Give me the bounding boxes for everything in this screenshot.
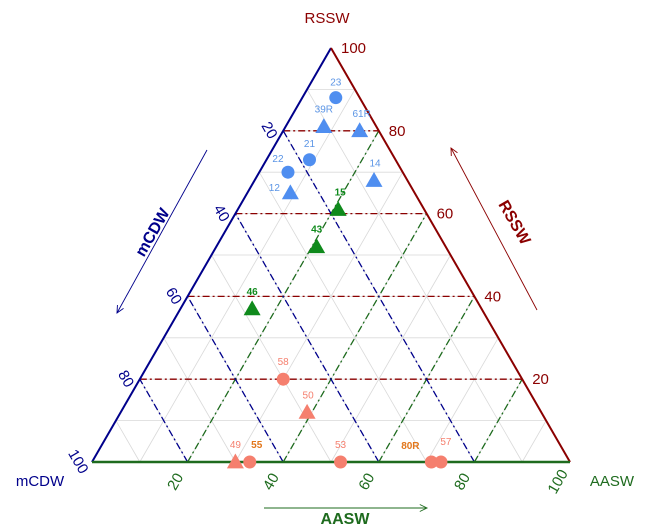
data-label-61R: 61R [353,109,371,120]
data-label-22: 22 [272,154,284,165]
data-label-23: 23 [330,78,342,89]
data-point-50 [298,403,316,419]
grid-line-mcdw [306,89,523,463]
data-points: 23 39R 61R 21 22 14 12 15 43 46 58 50 49 55 53 80R 57 [226,78,452,469]
right-edge [330,47,571,463]
data-point-12 [281,184,299,200]
tick-label-mcdw: 60 [162,285,185,308]
data-label-57: 57 [440,437,452,448]
grid-line-mcdw [258,172,427,463]
triangle-frame [91,47,571,464]
data-label-53: 53 [335,440,347,451]
grid-line-aasw [426,337,499,463]
corner-label-mcdw: mCDW [16,473,65,490]
ref-line-mcdw [282,130,475,463]
axis-titles: RSSW mCDW AASW RSSW mCDW AASW [16,10,635,528]
tick-label-aasw: 20 [164,470,187,493]
grid-line-aasw [330,254,451,463]
axis-title-aasw: AASW [321,511,371,528]
data-point-80R [424,455,438,469]
data-point-49 [226,453,244,469]
ref-line-mcdw [187,296,284,463]
grid-line-aasw [235,172,404,463]
corner-label-rssw: RSSW [305,10,351,27]
data-label-55: 55 [251,440,263,451]
ref-line-aasw [282,213,428,463]
data-point-22 [281,165,295,179]
grid-line-aasw [521,420,547,463]
data-label-15: 15 [335,187,347,198]
data-point-14 [365,171,383,187]
tick-label-rssw: 20 [532,371,549,388]
data-point-55 [243,455,257,469]
data-label-21: 21 [304,139,316,150]
tick-label-mcdw: 80 [114,367,137,390]
arrow-mcdw [116,149,208,314]
data-label-43: 43 [311,225,323,236]
data-point-58 [276,372,290,386]
grid-line-mcdw [163,337,236,463]
data-point-43 [308,238,326,254]
tick-label-aasw: 60 [355,470,378,493]
data-label-39R: 39R [315,105,333,116]
ref-line-mcdw [139,378,189,463]
data-label-50: 50 [303,390,315,401]
left-edge [91,47,332,463]
tick-label-aasw: 40 [260,470,283,493]
data-label-58: 58 [278,357,290,368]
data-label-14: 14 [369,158,381,169]
tick-label-mcdw: 100 [64,447,91,477]
tick-label-rssw: 40 [484,288,501,305]
arrow-rssw-head [450,147,458,157]
tick-labels: 20 40 60 80 100 20 40 60 80 100 20 40 60 80 100 [64,40,571,497]
data-point-15 [329,200,347,216]
data-point-23 [329,91,343,105]
corner-label-aasw: AASW [590,473,635,490]
arrow-aasw-head [419,504,429,512]
data-point-39R [315,118,333,134]
tick-label-mcdw: 40 [210,202,233,225]
axis-title-mcdw: mCDW [133,205,174,260]
data-point-57 [434,455,448,469]
data-point-53 [334,455,348,469]
data-label-80R: 80R [401,441,420,452]
data-point-21 [302,153,316,167]
grid-line-mcdw [115,420,141,463]
tick-label-rssw: 100 [341,40,366,57]
tick-label-rssw: 80 [389,123,406,140]
arrow-rssw [450,147,538,311]
ref-line-mcdw [234,213,380,463]
axis-direction-arrows [116,147,538,512]
data-point-61R [351,122,369,138]
ref-line-aasw [473,378,523,463]
tick-label-rssw: 60 [437,206,454,223]
data-label-46: 46 [247,287,259,298]
grid [115,89,547,463]
tick-label-aasw: 100 [544,467,571,497]
reference-lines [139,130,523,463]
data-point-46 [243,300,261,316]
arrow-mcdw-head [116,304,124,314]
grid-line-aasw [139,89,356,463]
data-label-12: 12 [269,183,281,194]
tick-label-mcdw: 20 [258,119,281,142]
grid-line-mcdw [211,254,332,463]
data-label-49: 49 [230,440,242,451]
tick-label-aasw: 80 [451,470,474,493]
